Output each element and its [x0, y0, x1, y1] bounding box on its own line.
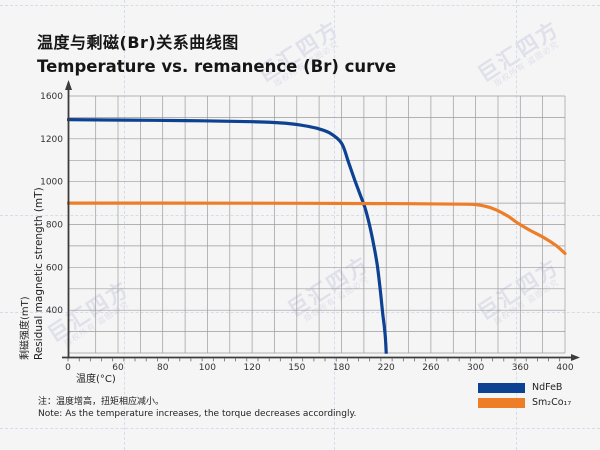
- x-tick-label: 360: [512, 363, 529, 373]
- x-tick-label: 100: [199, 363, 216, 373]
- x-tick-label: 220: [378, 363, 395, 373]
- plot-gridlines: [68, 95, 566, 354]
- legend-label-sm2co17: Sm₂Co₁₇: [532, 397, 572, 408]
- page-title-zh: 温度与剩磁(Br)关系曲线图: [37, 33, 239, 52]
- footnote-zh: 注：温度增高，扭矩相应减小。: [38, 397, 165, 407]
- x-tick-label: 150: [288, 363, 305, 373]
- background-dashed-line: [0, 428, 600, 429]
- y-tick-label: 400: [46, 306, 63, 316]
- y-tick-label: 1600: [40, 92, 63, 102]
- footnote-en: Note: As the temperature increases, the …: [38, 409, 357, 419]
- x-tick-label: 60: [112, 363, 124, 373]
- legend-swatch-ndfeb: [478, 382, 525, 393]
- y-tick-label: 600: [46, 263, 63, 273]
- x-tick-label: 120: [244, 363, 261, 373]
- x-axis-arrow-icon: [571, 354, 580, 361]
- x-tick-label: 400: [556, 363, 573, 373]
- background-dashed-line: [516, 0, 517, 450]
- x-tick-label: 80: [157, 363, 169, 373]
- plot-curves: [67, 118, 567, 354]
- series-curve-ndfeb: [67, 118, 388, 354]
- y-axis-arrow-icon: [65, 80, 72, 90]
- plot-axes: [62, 80, 580, 361]
- chart-legend: NdFeB Sm₂Co₁₇: [478, 382, 571, 412]
- y-tick-label: 800: [46, 221, 63, 231]
- background-dashed-line: [124, 0, 125, 450]
- axis-ticks: [67, 358, 561, 362]
- legend-swatch-sm2co17: [478, 397, 525, 408]
- chart-title-block: 温度与剩磁(Br)关系曲线图 Temperature vs. remanence…: [37, 29, 396, 76]
- y-axis-title-en: Residual magnetic strength (mT): [33, 187, 45, 360]
- background-dashed-line: [334, 0, 335, 450]
- y-tick-label: 1200: [40, 135, 63, 145]
- gridline-path: [68, 95, 566, 354]
- legend-label-ndfeb: NdFeB: [532, 382, 563, 393]
- x-tick-label: 0: [65, 363, 71, 373]
- background-dashed-line: [0, 5, 600, 6]
- x-axis-tick-marks: [67, 358, 561, 362]
- x-tick-label: 180: [333, 363, 350, 373]
- y-tick-label: 1000: [40, 178, 63, 188]
- x-axis-title: 温度(°C): [76, 372, 116, 385]
- y-axis-title-zh: 剩磁强度(mT): [18, 296, 31, 360]
- background-dashed-line: [0, 215, 600, 216]
- axis-tick-labels: 0 60 80 100 120 150 180 220 260 300 360 400 1600 1200…: [40, 92, 574, 373]
- legend-item-sm2co17: Sm₂Co₁₇: [478, 397, 571, 408]
- x-tick-label: 300: [467, 363, 484, 373]
- x-tick-label: 260: [422, 363, 439, 373]
- legend-item-ndfeb: NdFeB: [478, 382, 571, 393]
- footnote: 注：温度增高，扭矩相应减小。 Note: As the temperature …: [38, 394, 356, 419]
- series-curve-sm2co17: [67, 201, 567, 255]
- background-dashed-line: [0, 312, 600, 313]
- page-title-en: Temperature vs. remanence (Br) curve: [37, 57, 397, 76]
